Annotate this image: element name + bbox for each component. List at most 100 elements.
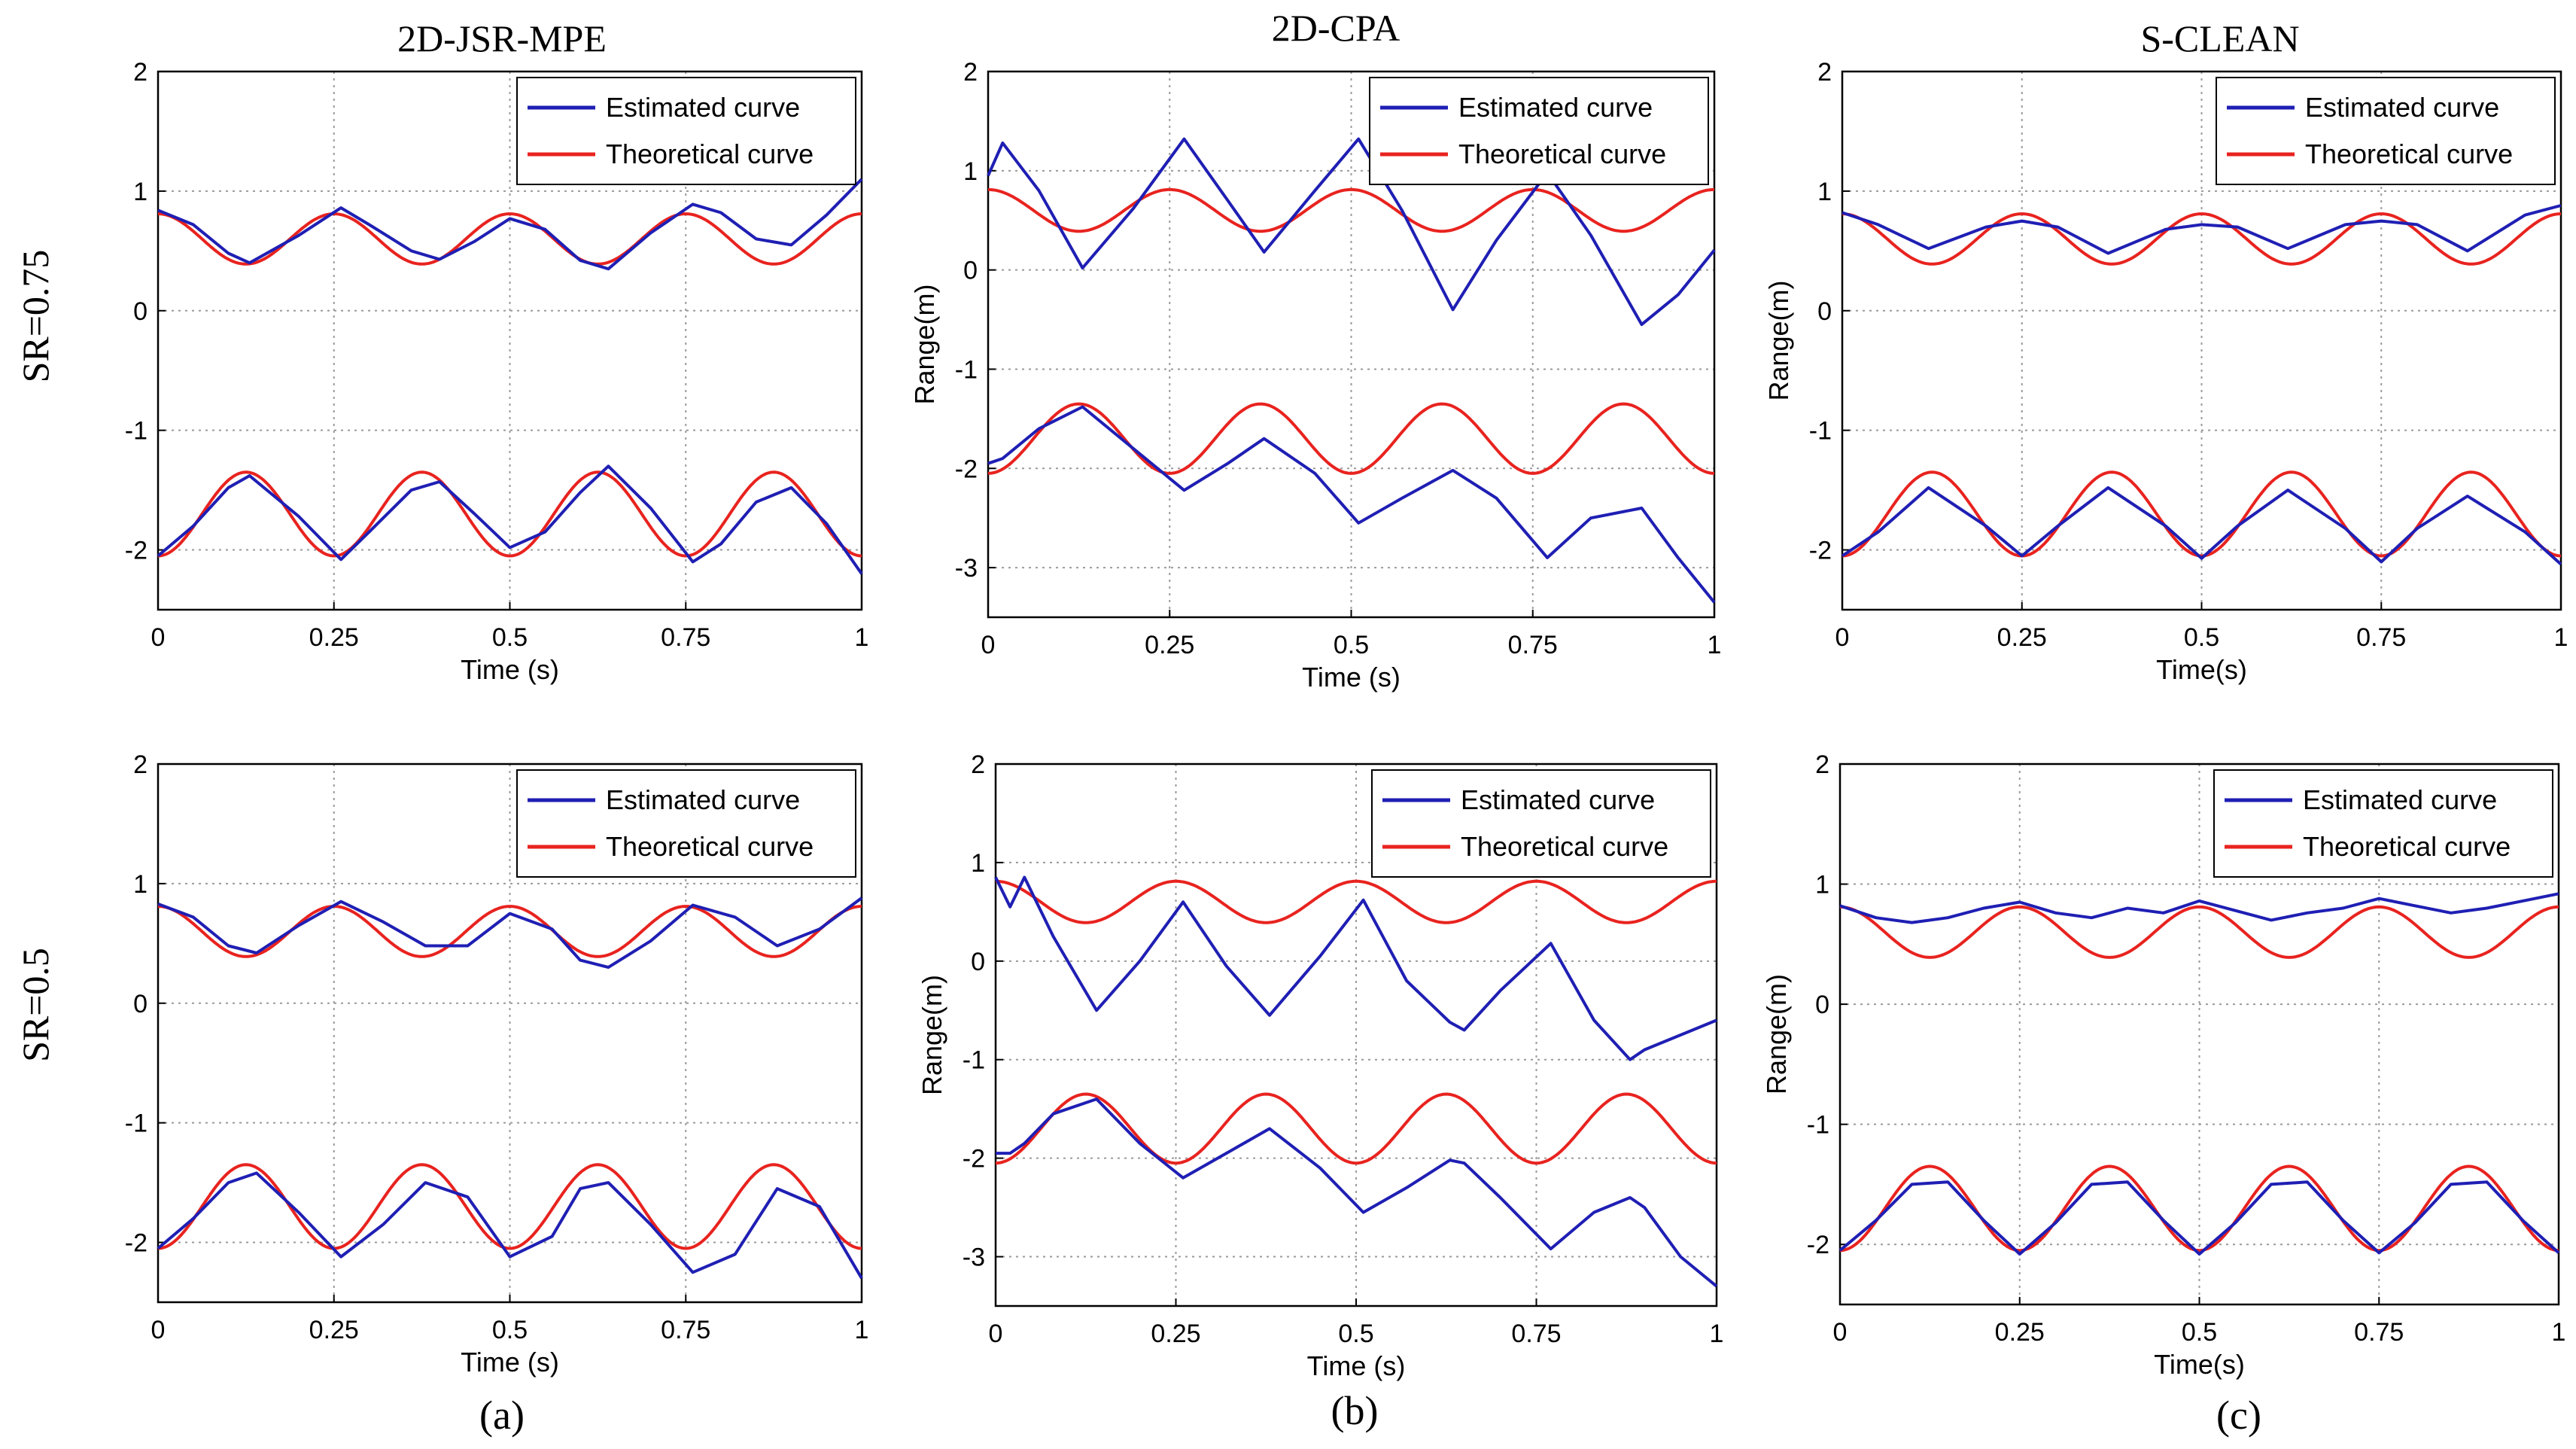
panel-label-c: (c): [2216, 1393, 2261, 1438]
y-tick-label: -2: [1807, 1231, 1829, 1259]
y-tick-label: 0: [133, 297, 148, 326]
x-tick-label: 1: [855, 623, 869, 652]
row-label-2: SR=0.5: [14, 948, 56, 1062]
y-tick-label: 0: [971, 948, 985, 976]
y-tick-label: -1: [1807, 1111, 1829, 1140]
theoretical-curve-upper: [158, 212, 862, 266]
estimated-curve-lower: [157, 464, 863, 575]
estimated-curve-upper: [1842, 204, 2562, 255]
x-tick-label: 0.75: [1511, 1320, 1561, 1348]
x-tick-label: 0.25: [309, 1316, 359, 1344]
y-tick-label: -3: [963, 1244, 985, 1272]
x-tick-label: 0: [1833, 1318, 1848, 1347]
x-axis-label: Time (s): [461, 1347, 559, 1377]
y-tick-label: 0: [1815, 991, 1829, 1019]
y-axis-label: Range(m): [917, 975, 947, 1095]
x-tick-label: 0.5: [1338, 1320, 1373, 1348]
x-tick-label: 0.75: [2354, 1318, 2404, 1347]
plot-b1: 0 0.25 0.5 0.75 1 -3 -2 -1 0 1 2 Time (s) Range(m) Es…: [909, 58, 1721, 693]
plot-c1: 0 0.25 0.5 0.75 1 -2 -1 0 1 2 Time(s) Range(m) Estim…: [1763, 58, 2568, 685]
estimated-curve-upper: [994, 875, 1717, 1061]
y-tick-label: 1: [963, 157, 978, 186]
x-axis-label: Time (s): [1307, 1350, 1406, 1381]
theoretical-curve-upper: [1840, 905, 2559, 959]
y-tick-label: -1: [125, 1110, 148, 1138]
theoretical-curve-lower: [1842, 470, 2562, 558]
x-tick-label: 0: [151, 623, 166, 652]
y-axis-label: Range(m): [909, 284, 940, 404]
x-axis-label: Time (s): [461, 654, 559, 685]
legend-box: [2216, 77, 2556, 185]
x-tick-label: 0.5: [1334, 631, 1369, 659]
y-tick-label: -1: [1809, 417, 1832, 446]
y-tick-label: -2: [955, 455, 978, 483]
theoretical-curve-upper: [1842, 212, 2561, 266]
estimated-curve-upper: [987, 137, 1716, 327]
legend-box: [1371, 769, 1711, 878]
legend-box: [516, 769, 856, 878]
legend-label-estimated: Estimated curve: [606, 784, 800, 815]
x-tick-label: 0.75: [661, 1316, 710, 1344]
legend-label-theoretical: Theoretical curve: [1461, 831, 1668, 862]
legend-label-theoretical: Theoretical curve: [606, 139, 814, 169]
x-tick-label: 0.25: [1997, 623, 2047, 652]
y-tick-label: 1: [1815, 871, 1829, 900]
legend-label-estimated: Estimated curve: [1461, 784, 1655, 815]
panel-label-b: (b): [1331, 1388, 1379, 1433]
y-tick-label: -1: [955, 355, 978, 384]
x-axis-label: Time(s): [2156, 654, 2247, 685]
estimated-curve-upper: [1839, 892, 2559, 924]
column-title-2: 2D-CPA: [1272, 7, 1400, 49]
legend-label-theoretical: Theoretical curve: [606, 831, 814, 862]
y-axis-label: Range(m): [1761, 974, 1792, 1094]
x-tick-label: 1: [855, 1316, 869, 1344]
y-tick-label: 0: [133, 990, 148, 1018]
estimated-curve-upper: [157, 896, 863, 970]
y-tick-label: 2: [133, 750, 148, 779]
x-tick-label: 0.5: [492, 1316, 528, 1344]
legend-label-estimated: Estimated curve: [606, 92, 800, 123]
theoretical-curve-lower: [995, 1092, 1717, 1165]
y-tick-label: -3: [955, 554, 978, 583]
plot-a2: 0 0.25 0.5 0.75 1 -2 -1 0 1 2 Time (s) Estimated cu…: [125, 750, 869, 1377]
estimated-curve-lower: [1838, 1180, 2560, 1256]
theoretical-curve-lower: [157, 1163, 862, 1250]
y-tick-label: -2: [1809, 537, 1832, 565]
y-tick-label: 2: [133, 58, 148, 87]
theoretical-curve-lower: [987, 402, 1715, 475]
x-tick-label: 0.25: [1145, 631, 1194, 659]
x-tick-label: 1: [2552, 1318, 2566, 1347]
x-tick-label: 0.5: [2184, 623, 2219, 652]
x-tick-label: 0: [151, 1316, 166, 1344]
plot-a1: 0 0.25 0.5 0.75 1 -2 -1 0 1 2 Time (s) Estimated cu…: [125, 58, 869, 685]
y-tick-label: 1: [133, 178, 148, 206]
theoretical-curve-upper: [988, 187, 1714, 233]
x-axis-label: Time(s): [2154, 1349, 2245, 1380]
legend-label-estimated: Estimated curve: [2303, 784, 2497, 815]
estimated-curve-lower: [157, 1171, 863, 1280]
legend-label-estimated: Estimated curve: [1458, 92, 1653, 123]
y-tick-label: 0: [1817, 297, 1832, 326]
legend-box: [516, 77, 856, 185]
theoretical-curve-lower: [157, 470, 862, 558]
x-tick-label: 1: [1710, 1320, 1724, 1348]
x-tick-label: 1: [2554, 623, 2568, 652]
legend-label-theoretical: Theoretical curve: [2303, 831, 2511, 862]
y-tick-label: -2: [125, 537, 148, 565]
y-tick-label: -1: [963, 1046, 985, 1075]
theoretical-curve-upper: [996, 879, 1717, 924]
legend-label-estimated: Estimated curve: [2305, 92, 2499, 123]
x-tick-label: 0.25: [1151, 1320, 1200, 1348]
y-tick-label: -2: [963, 1145, 985, 1174]
plot-b2: 0 0.25 0.5 0.75 1 -3 -2 -1 0 1 2 Time (s) Range(m) Es…: [917, 750, 1723, 1381]
y-tick-label: 2: [971, 750, 985, 779]
y-tick-label: 0: [963, 257, 978, 285]
estimated-curve-lower: [996, 1097, 1718, 1288]
row-label-1: SR=0.75: [14, 250, 56, 383]
estimated-curve-lower: [1841, 486, 2562, 566]
y-axis-label: Range(m): [1763, 280, 1794, 400]
column-title-1: 2D-JSR-MPE: [397, 17, 607, 59]
x-tick-label: 0.25: [309, 623, 359, 652]
x-tick-label: 0.75: [661, 623, 710, 652]
